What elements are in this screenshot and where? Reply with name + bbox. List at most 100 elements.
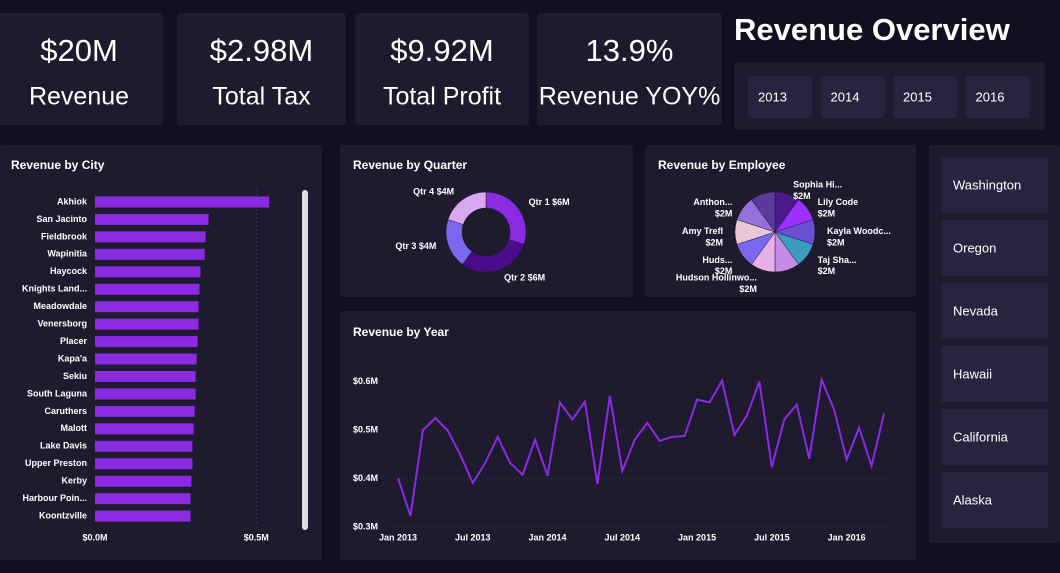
slice-label: Amy Trefl [682,226,723,236]
bar [95,388,196,400]
state-label[interactable]: Washington [953,177,1021,192]
state-button[interactable] [941,283,1048,339]
year-label[interactable]: 2014 [831,89,860,104]
bar [95,423,194,435]
kpi-card [0,13,163,125]
chart-title: Revenue by Quarter [353,158,467,172]
bar [95,371,196,382]
y-tick-label: Haycock [50,266,88,276]
bar [95,493,191,505]
chart-title: Revenue by Year [353,325,449,339]
y-tick-label: Placer [60,336,88,346]
y-tick-label: $0.5M [353,425,378,435]
year-button[interactable] [820,76,885,118]
scrollbar[interactable] [302,190,308,530]
slice-label: Qtr 3 $4M [395,242,436,252]
category-label: Taj Sha... [818,255,857,265]
slice-label: Anthon... [693,198,732,208]
x-tick-label: Jul 2013 [455,532,491,542]
y-tick-label: Lake Davis [40,441,87,451]
state-label[interactable]: Oregon [953,240,996,255]
state-label[interactable]: California [953,429,1009,444]
bar [95,458,193,470]
y-tick-label: Koontzville [39,510,87,520]
bar [95,353,197,365]
y-tick-label: Kapa'a [58,353,88,363]
state-button[interactable] [941,157,1048,213]
bar [95,248,205,260]
category-label: Kayla Woodc... [827,226,891,236]
slice [447,191,487,225]
year-button[interactable] [748,76,812,118]
bar [95,405,195,417]
y-tick-label: $0.4M [353,473,378,483]
kpi-label: Revenue YOY% [539,83,721,111]
category-label: Qtr 3 [395,242,416,252]
bar [95,196,270,208]
kpi-label: Total Tax [212,83,311,111]
y-tick-label: Sekiu [63,371,87,381]
value-label: $2M [818,266,836,276]
panel [340,145,633,297]
slice-label: Sophia Hi... [793,180,842,190]
category-label: Huds... [702,255,732,265]
bar [95,510,191,522]
category-label: Qtr 2 [504,273,525,283]
state-button[interactable] [941,472,1048,528]
state-label[interactable]: Nevada [953,303,999,318]
kpi-value: $9.92M [390,33,493,68]
y-tick-label: Kerby [61,476,87,486]
x-tick-label: Jan 2014 [529,532,567,542]
category-label: Qtr 1 [529,198,550,208]
x-tick-label: Jul 2015 [754,532,790,542]
chart-title: Revenue by City [11,158,105,172]
category-label: Qtr 4 [413,187,434,197]
x-tick-label: $0.0M [82,532,107,542]
state-button[interactable] [941,346,1048,402]
kpi-label: Total Profit [383,83,501,111]
y-tick-label: Knights Land... [22,284,87,294]
slice-label: Huds... [702,255,732,265]
state-button[interactable] [941,220,1048,276]
y-tick-label: $0.3M [353,521,378,531]
line [397,376,885,517]
year-label[interactable]: 2013 [758,89,787,104]
value-label: $2M [827,237,845,247]
value-label: $2M [739,284,757,294]
slice-label: Qtr 1 $6M [529,198,570,208]
page-title: Revenue Overview [734,12,1011,47]
category-label: Hudson Hollinwo... [676,273,757,283]
year-label[interactable]: 2015 [903,89,932,104]
kpi-card [537,13,722,125]
category-label: Sophia Hi... [793,180,842,190]
state-label[interactable]: Hawaii [953,366,992,381]
value-label: $2M [793,191,811,201]
kpi-card [355,13,529,125]
x-tick-label: $0.5M [244,532,269,542]
kpi-label: Revenue [29,83,129,111]
year-label[interactable]: 2016 [976,89,1005,104]
y-tick-label: Malott [61,423,88,433]
y-tick-label: Venersborg [37,319,87,329]
y-tick-label: South Laguna [27,388,88,398]
bar [95,213,209,225]
slice-label: Lily Code [818,198,859,208]
y-tick-label: San Jacinto [36,214,87,224]
value-label: $2M [715,266,733,276]
state-label[interactable]: Alaska [953,492,993,507]
y-tick-label: Fieldbrook [41,231,88,241]
category-label: Lily Code [818,198,859,208]
bar [95,231,206,243]
year-button[interactable] [965,76,1030,118]
x-tick-label: Jan 2015 [678,532,716,542]
bar [95,301,199,313]
state-button[interactable] [941,409,1048,465]
year-button[interactable] [893,76,957,118]
y-tick-label: Upper Preston [25,458,87,468]
bar [95,283,200,295]
category-label: Anthon... [693,198,732,208]
slice [751,191,776,233]
slice-label: Qtr 2 $6M [504,273,545,283]
kpi-value: 13.9% [586,33,674,68]
